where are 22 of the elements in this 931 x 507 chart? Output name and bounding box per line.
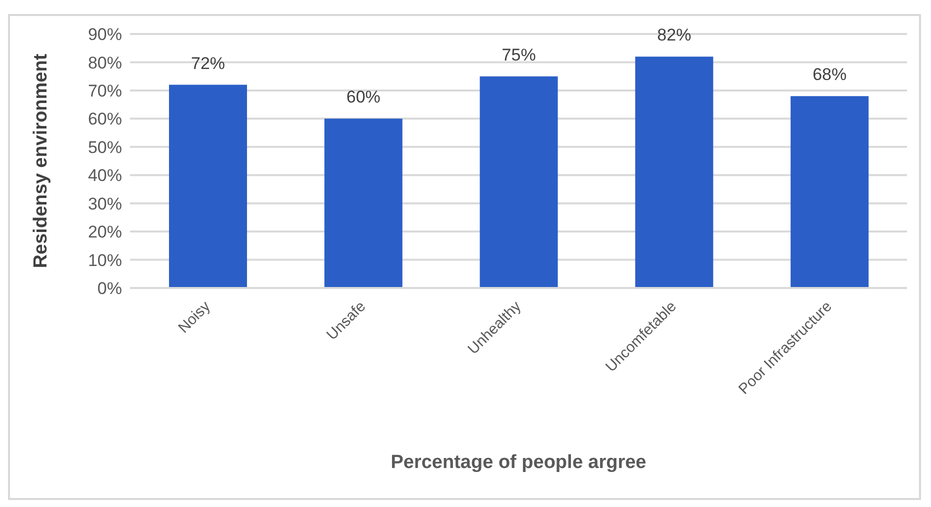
- y-tick-label: 80%: [88, 53, 122, 72]
- y-tick-label: 60%: [88, 110, 122, 129]
- data-label: 82%: [657, 26, 692, 45]
- bar: [324, 118, 402, 288]
- y-axis-title: Residensy environment: [30, 53, 52, 268]
- x-axis-title: Percentage of people argree: [390, 452, 646, 473]
- data-label: 72%: [190, 54, 226, 73]
- data-label: 68%: [812, 65, 847, 84]
- y-tick-label: 30%: [88, 194, 122, 214]
- y-tick-label: 40%: [88, 166, 122, 186]
- bar: [480, 76, 558, 288]
- bar: [169, 84, 247, 288]
- bar: [635, 56, 714, 288]
- y-tick-label: 20%: [88, 222, 122, 242]
- y-tick-label: 10%: [88, 250, 122, 270]
- y-tick-label: 0%: [97, 279, 122, 298]
- y-tick-label: 50%: [88, 138, 122, 157]
- data-label: 75%: [502, 45, 536, 64]
- bar: [790, 96, 869, 288]
- y-tick-label: 70%: [88, 81, 122, 100]
- y-tick-label: 90%: [88, 25, 122, 44]
- data-label: 60%: [346, 88, 380, 107]
